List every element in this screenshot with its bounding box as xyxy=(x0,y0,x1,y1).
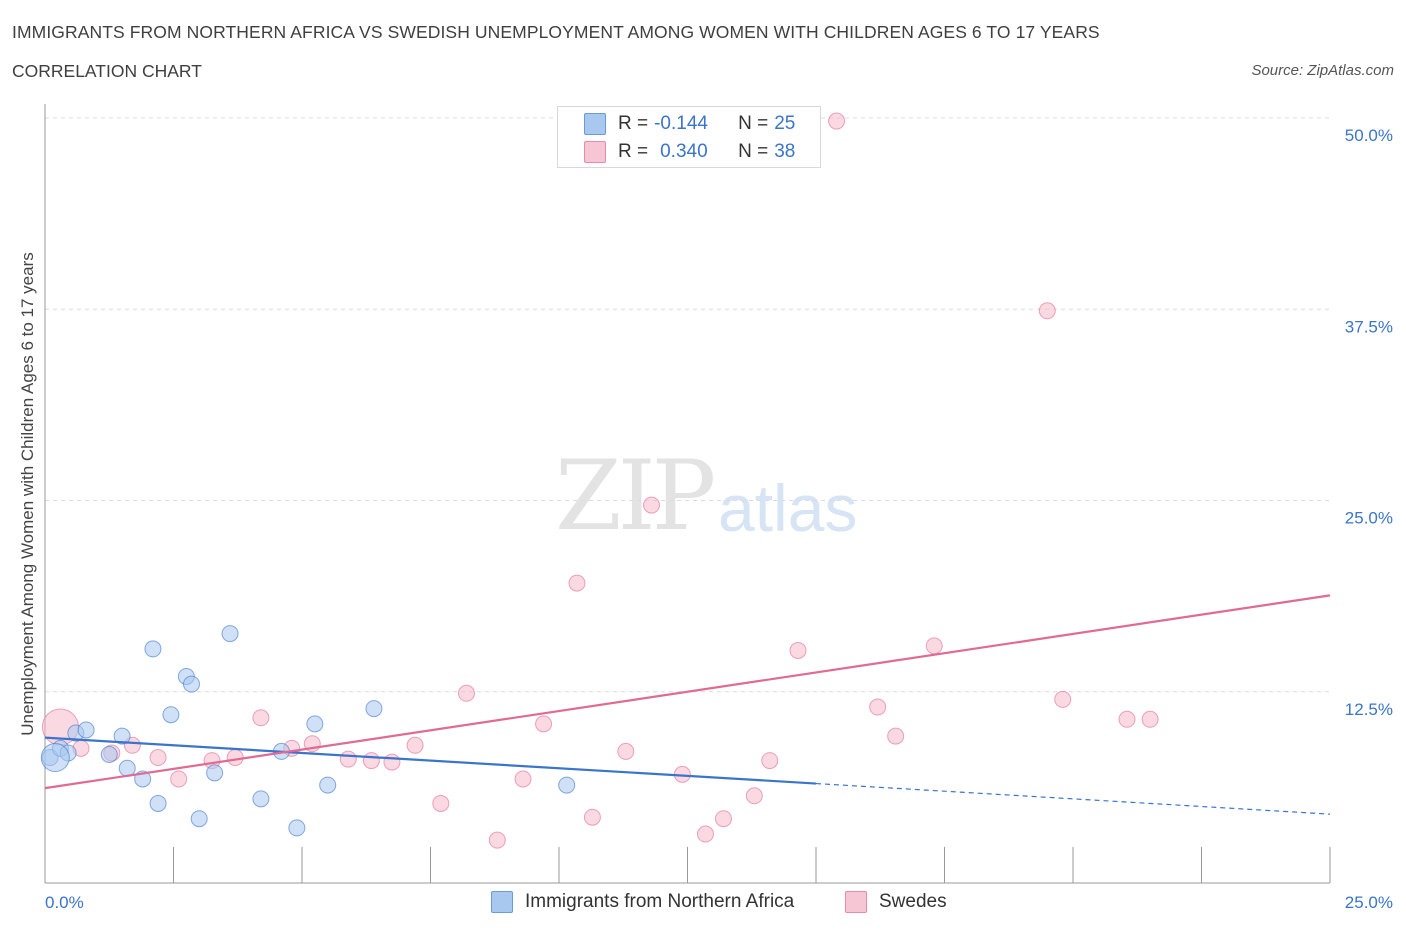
swedes-point xyxy=(535,715,553,733)
x-tick-label: 0.0% xyxy=(45,893,84,912)
legend-swatch-pink xyxy=(584,141,606,163)
legend-n-value: 38 xyxy=(774,141,796,162)
legend-row-immigrants: R = -0.144 N = 25 xyxy=(584,112,795,136)
swedes-point xyxy=(745,787,763,805)
swedes-point xyxy=(170,770,188,788)
swedes-point xyxy=(869,698,887,716)
series-label-swedes: Swedes xyxy=(879,891,947,912)
swedes-point xyxy=(617,742,635,760)
immigrants-point xyxy=(319,776,337,794)
chart-title: IMMIGRANTS FROM NORTHERN AFRICA VS SWEDI… xyxy=(12,22,1100,42)
watermark-atlas: atlas xyxy=(718,471,858,545)
swedes-point xyxy=(583,808,601,826)
swedes-point xyxy=(1038,302,1056,320)
swedes-trendline xyxy=(44,594,1331,790)
swedes-point xyxy=(339,750,357,768)
legend-n-label: N = xyxy=(738,113,769,134)
y-axis-label: Unemployment Among Women with Children A… xyxy=(18,252,37,736)
swedes-point xyxy=(362,752,380,770)
immigrants-point xyxy=(182,675,200,693)
immigrants-point xyxy=(252,790,270,808)
x-tick-label: 25.0% xyxy=(1345,893,1393,912)
swedes-point xyxy=(149,749,167,767)
immigrants-point xyxy=(558,776,576,794)
legend-row-swedes: R = 0.340 N = 38 xyxy=(584,140,795,164)
immigrants-point xyxy=(100,745,118,763)
y-tick-label: 12.5% xyxy=(1345,700,1393,719)
series-swatch-pink xyxy=(845,891,867,913)
swedes-point xyxy=(514,770,532,788)
swedes-point xyxy=(488,831,506,849)
swedes-point xyxy=(568,574,586,592)
y-tick-label: 50.0% xyxy=(1345,126,1393,145)
immigrants-point xyxy=(288,819,306,837)
swedes-point xyxy=(1118,710,1136,728)
immigrants-point xyxy=(40,743,70,773)
swedes-point xyxy=(1141,710,1159,728)
immigrants-point xyxy=(162,706,180,724)
legend-r-label: R = xyxy=(618,141,649,162)
swedes-point xyxy=(1054,690,1072,708)
immigrants-point xyxy=(144,640,162,658)
swedes-point xyxy=(925,637,943,655)
legend-swatch-blue xyxy=(584,113,606,135)
legend-r-label: R = xyxy=(618,113,649,134)
watermark-zip: ZIP xyxy=(555,440,716,552)
series-swatch-blue xyxy=(491,891,513,913)
immigrants-point xyxy=(221,625,239,643)
swedes-point xyxy=(252,709,270,727)
immigrants-point xyxy=(113,727,131,745)
immigrants-point xyxy=(365,700,383,718)
correlation-legend: R = -0.144 N = 25 R = 0.340 N = 38 xyxy=(557,106,821,168)
swedes-point xyxy=(226,749,244,767)
swedes-point xyxy=(789,641,807,659)
swedes-point xyxy=(714,810,732,828)
legend-r-value: -0.144 xyxy=(654,113,708,134)
swedes-point xyxy=(383,753,401,771)
swedes-point xyxy=(696,825,714,843)
swedes-point xyxy=(406,736,424,754)
swedes-point xyxy=(643,496,661,514)
legend-n-label: N = xyxy=(738,141,769,162)
immigrants-point xyxy=(206,764,224,782)
swedes-point xyxy=(432,794,450,812)
series-legend-swedes: Swedes xyxy=(845,890,947,914)
swedes-point xyxy=(887,727,905,745)
swedes-point xyxy=(761,752,779,770)
immigrants-trendline xyxy=(44,736,817,785)
series-legend-immigrants: Immigrants from Northern Africa xyxy=(491,890,794,914)
series-label-immigrants: Immigrants from Northern Africa xyxy=(525,891,795,912)
y-tick-label: 25.0% xyxy=(1345,509,1393,528)
legend-r-value: 0.340 xyxy=(660,141,708,162)
immigrants-point xyxy=(77,721,95,739)
legend-n-value: 25 xyxy=(774,113,796,134)
swedes-point xyxy=(828,112,846,130)
immigrants-point xyxy=(306,715,324,733)
immigrants-point xyxy=(190,810,208,828)
immigrants-trendline-extension xyxy=(815,782,1331,815)
y-tick-label: 37.5% xyxy=(1345,317,1393,336)
source-label: Source: ZipAtlas.com xyxy=(1251,62,1394,79)
chart-subtitle: CORRELATION CHART xyxy=(12,61,202,81)
immigrants-point xyxy=(149,794,167,812)
swedes-point xyxy=(457,684,475,702)
